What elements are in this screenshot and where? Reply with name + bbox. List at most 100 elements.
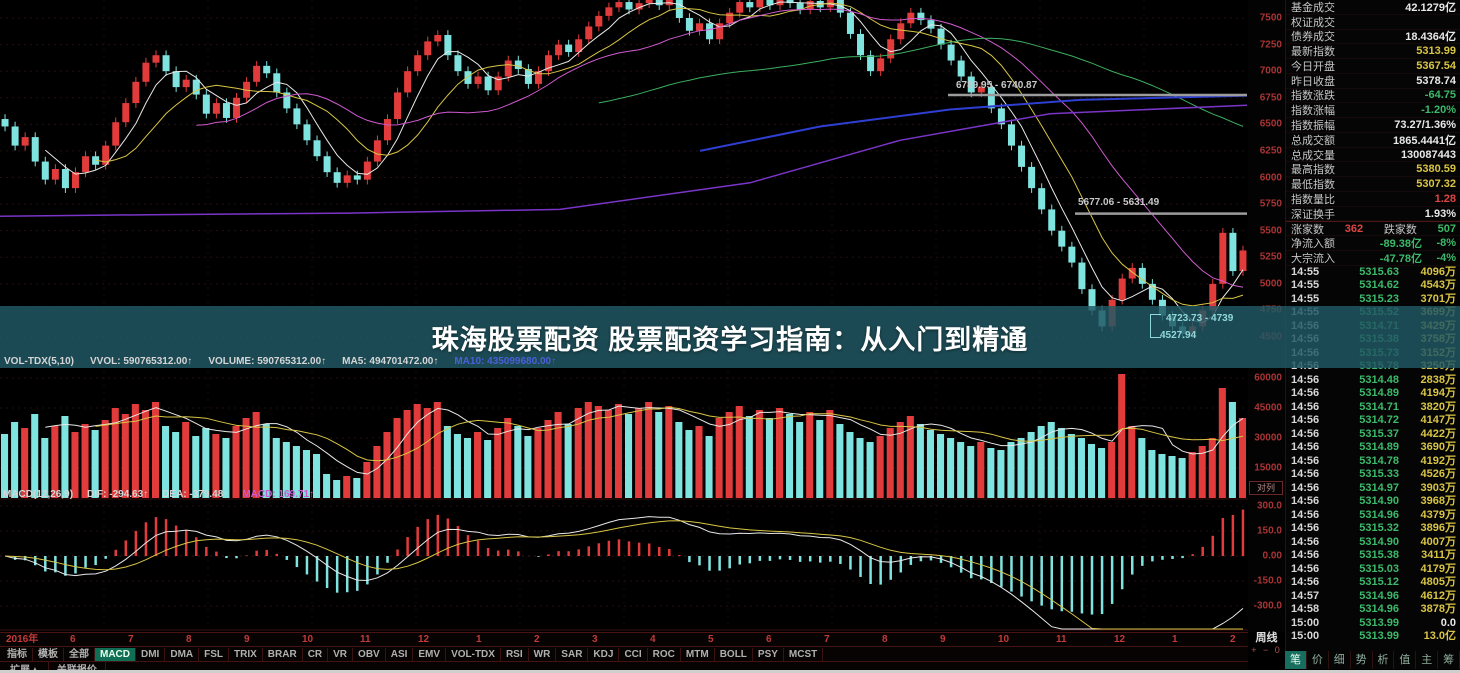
timeline-month-label: 11	[360, 634, 371, 645]
indicator-button-PSY[interactable]: PSY	[753, 647, 784, 661]
low-annotation-1: 4723.73 - 4739	[1166, 313, 1234, 324]
sidebar-stat-row: 指数振幅 73.27/1.36%	[1286, 118, 1460, 133]
indicator-button-SAR[interactable]: SAR	[556, 647, 589, 661]
timeline-month-label: 2	[1230, 634, 1236, 645]
indicator-button-全部[interactable]: 全部	[64, 647, 95, 661]
expand-button[interactable]: 扩展▲	[2, 660, 49, 673]
stat-value: 18.4364亿	[1405, 31, 1456, 44]
linked-quote-button[interactable]: 关联报价	[49, 660, 106, 673]
indicator-button-TRIX[interactable]: TRIX	[229, 647, 263, 661]
sidebar-tab-析[interactable]: 析	[1373, 651, 1395, 669]
sidebar-stat-row: 深证换手 1.93%	[1286, 207, 1460, 222]
indicator-button-DMI[interactable]: DMI	[136, 647, 166, 661]
dif-value: DIF: -294.63↑	[87, 489, 149, 500]
sidebar-tab-值[interactable]: 值	[1394, 651, 1417, 669]
indicator-button-WR[interactable]: WR	[529, 647, 557, 661]
sidebar-stat-row: 总成交量 130087443	[1286, 148, 1460, 163]
indicator-button-ROC[interactable]: ROC	[648, 647, 681, 661]
stat-value: -64.75	[1424, 89, 1456, 102]
sidebar-stat-row: 最高指数 5380.59	[1286, 162, 1460, 178]
price-axis-label: 5750	[1259, 198, 1282, 210]
macd-axis-label: 150.0	[1256, 525, 1282, 537]
expand-row: 扩展▲ 关联报价	[0, 660, 1248, 673]
kline-chart-canvas[interactable]	[0, 0, 1248, 632]
bottom-toolbar: 2016年 6 7 8 9 10 11 12 1 2 3 4 5 6 7 8 9 10 11 12 1 2 指标 模板 全部 M…	[0, 632, 1248, 673]
window-bottom-edge	[0, 670, 1460, 673]
timeline-month-label: 9	[244, 634, 250, 645]
sidebar-tab-细[interactable]: 细	[1329, 651, 1351, 669]
timeline-month-label: 2016年	[6, 634, 39, 645]
indicator-button-BRAR[interactable]: BRAR	[263, 647, 303, 661]
ad-banner-title: 珠海股票配资 股票配资学习指南：从入门到精通	[431, 324, 1029, 355]
sidebar-stat-row: 债券成交 18.4364亿	[1286, 30, 1460, 45]
timeline-month-label: 12	[1114, 634, 1126, 645]
indicator-button-MACD[interactable]: MACD	[95, 647, 136, 661]
indicator-button-模板[interactable]: 模板	[33, 647, 64, 661]
price-axis-label: 5250	[1259, 251, 1282, 263]
macd-axis-label: 300.0	[1256, 500, 1282, 512]
indicator-button-ASI[interactable]: ASI	[386, 647, 414, 661]
volume-value: VOLUME: 590765312.00↑	[208, 356, 327, 367]
stat-label: 昨日收盘	[1291, 75, 1335, 88]
price-axis-label: 6000	[1259, 172, 1282, 183]
zoom-controls[interactable]: + − 0	[1251, 645, 1282, 655]
sidebar-tab-笔[interactable]: 笔	[1285, 651, 1307, 669]
tick-row: 14:56 5314.96 4379万	[1291, 508, 1456, 521]
advance-decline-row: 涨家数 362 跌家数 507	[1286, 221, 1460, 237]
tick-row: 14:56 5315.12 4805万	[1291, 576, 1456, 589]
tick-row: 14:56 5314.90 4007万	[1291, 535, 1456, 548]
tick-row: 14:55 5315.23 3701万	[1291, 292, 1456, 305]
sidebar-tab-主[interactable]: 主	[1416, 651, 1439, 669]
timeline-month-label: 10	[302, 634, 314, 645]
sidebar-tab-筹[interactable]: 筹	[1438, 651, 1460, 669]
macd-value: MACD: 169.71↑	[242, 489, 315, 500]
indicator-button-BOLL[interactable]: BOLL	[715, 647, 753, 661]
indicator-button-CCI[interactable]: CCI	[619, 647, 648, 661]
indicator-button-RSI[interactable]: RSI	[501, 647, 529, 661]
volume-axis-label: 30000	[1254, 432, 1282, 444]
tick-row: 14:56 5314.48 2838万	[1291, 373, 1456, 386]
price-axis-label: 7500	[1259, 12, 1282, 24]
macd-pane-header: MACD(12,26,9) DIF: -294.63↑ DEA: -379.48…	[3, 489, 314, 500]
tick-row: 14:56 5314.97 3903万	[1291, 481, 1456, 494]
indicator-button-OBV[interactable]: OBV	[353, 647, 386, 661]
indicator-button-EMV[interactable]: EMV	[413, 647, 447, 661]
dea-value: DEA: -379.48↑	[162, 489, 229, 500]
period-label[interactable]: 周线	[1255, 632, 1278, 644]
indicator-button-MTM[interactable]: MTM	[681, 647, 715, 661]
tick-row: 14:56 5314.78 4192万	[1291, 454, 1456, 467]
sidebar-tab-bar: 笔价细势析值主筹	[1285, 651, 1460, 669]
stat-label: 深证换手	[1291, 208, 1335, 221]
stat-label: 指数振幅	[1291, 120, 1335, 133]
timeline-month-label: 6	[70, 634, 76, 645]
indicator-button-FSL[interactable]: FSL	[199, 647, 230, 661]
tick-row: 14:56 5314.89 4194万	[1291, 387, 1456, 400]
tick-row: 14:56 5314.89 3690万	[1291, 441, 1456, 454]
tick-row: 14:56 5314.72 4147万	[1291, 414, 1456, 427]
ad-banner-overlay: 珠海股票配资 股票配资学习指南：从入门到精通	[0, 306, 1460, 368]
indicator-button-KDJ[interactable]: KDJ	[588, 647, 620, 661]
indicator-button-CR[interactable]: CR	[303, 647, 329, 661]
sidebar-tab-势[interactable]: 势	[1351, 651, 1373, 669]
sidebar-stat-row: 基金成交 42.1279亿	[1286, 0, 1460, 15]
price-axis-label: 6500	[1259, 118, 1282, 130]
price-axis-label: 6750	[1259, 92, 1282, 104]
indicator-button-DMA[interactable]: DMA	[165, 647, 200, 661]
tick-row: 14:57 5314.96 4612万	[1291, 589, 1456, 602]
pane-unit-button[interactable]: 对列	[1249, 481, 1283, 495]
tick-row: 14:56 5315.33 4526万	[1291, 468, 1456, 481]
stat-label: 权证成交	[1291, 16, 1335, 29]
sidebar-tab-价[interactable]: 价	[1307, 651, 1329, 669]
indicator-button-MCST[interactable]: MCST	[784, 647, 824, 661]
indicator-button-VR[interactable]: VR	[328, 647, 354, 661]
indicator-button-指标[interactable]: 指标	[2, 647, 33, 661]
sidebar-stat-row: 昨日收盘 5378.74	[1286, 74, 1460, 89]
stat-label: 指数涨幅	[1291, 105, 1335, 118]
stat-value: 5313.99	[1416, 45, 1456, 58]
sidebar-stat-row: 最新指数 5313.99	[1286, 44, 1460, 60]
tick-row: 14:56 5314.71 3820万	[1291, 400, 1456, 413]
tick-row: 14:55 5314.62 4543万	[1291, 279, 1456, 292]
sidebar-stat-row: 总成交额 1865.4441亿	[1286, 133, 1460, 148]
indicator-button-VOL-TDX[interactable]: VOL-TDX	[446, 647, 501, 661]
macd-axis-label: -300.0	[1253, 600, 1282, 612]
